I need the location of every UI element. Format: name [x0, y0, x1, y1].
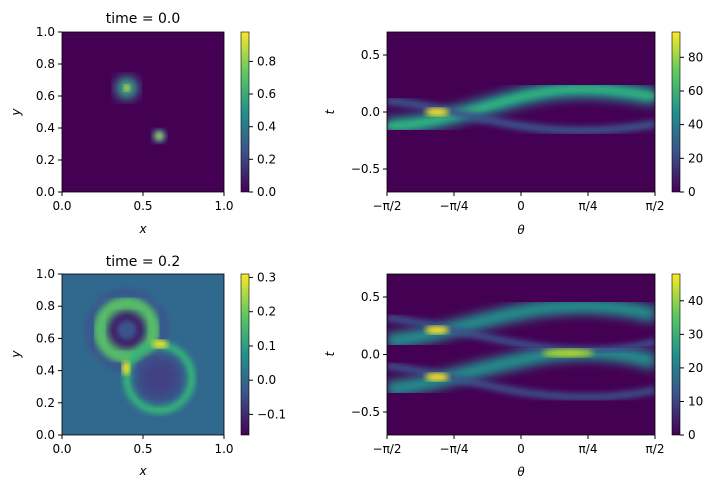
colorbar-tick-label: 40	[688, 294, 703, 308]
band-crossing-hotspot	[425, 373, 449, 381]
y-axis-label: t	[323, 350, 337, 356]
panel-density-t02: time = 0.2 0.0 0.5 1.0	[9, 254, 286, 478]
colorbar-tick-label: 0.3	[257, 270, 276, 284]
colorbar-tick-label: 30	[688, 327, 703, 341]
y-tick-label: −0.5	[351, 405, 380, 419]
x-tick-label: 0	[517, 442, 525, 456]
colorbar: 0 20 40 60 80	[671, 31, 703, 199]
sinusoid-band-narrow-lower	[387, 362, 655, 401]
y-tick-label: 0.0	[361, 348, 380, 362]
x-tick-label: −π/4	[440, 199, 469, 213]
y-tick-label: 0.0	[36, 428, 55, 442]
y-axis-label: y	[9, 108, 23, 117]
x-tick-label: π/2	[646, 442, 665, 456]
blob-peak	[123, 85, 130, 91]
colorbar-tick-label: −0.1	[257, 407, 286, 421]
x-axis: 0.0 0.5 1.0 x	[52, 435, 234, 478]
x-axis: −π/2 −π/4 0 π/4 π/2 θ	[373, 435, 665, 479]
y-tick-label: −0.5	[351, 162, 380, 176]
sinusoid-band-wide-core	[387, 86, 655, 129]
y-tick-label: 1.0	[36, 267, 55, 281]
colorbar-tick-label: 0.2	[257, 305, 276, 319]
x-tick-label: 0.5	[133, 442, 152, 456]
x-axis-label: θ	[517, 223, 525, 237]
colorbar-tick-label: 0	[688, 185, 696, 199]
y-axis: −0.5 0.0 0.5 t	[323, 48, 387, 176]
colorbar-tick-label: 80	[688, 50, 703, 64]
sinusoid-band-wide-upper	[387, 298, 655, 349]
colorbar-tick-label: 0.1	[257, 339, 276, 353]
y-tick-label: 0.8	[36, 57, 55, 71]
ring-overlap-hotspot	[152, 340, 168, 348]
x-tick-label: 1.0	[214, 442, 233, 456]
x-tick-label: −π/4	[440, 442, 469, 456]
colorbar-tick-label: 0	[688, 428, 696, 442]
panel-title: time = 0.2	[106, 254, 181, 270]
colorbar-tick-label: 0.2	[257, 152, 276, 166]
colorbar-tick-label: 0.6	[257, 87, 276, 101]
y-tick-label: 0.5	[361, 48, 380, 62]
y-tick-label: 0.0	[36, 185, 55, 199]
x-tick-label: π/4	[579, 442, 598, 456]
sinusoid-band-wide-lower	[387, 344, 655, 397]
x-tick-label: 0.5	[133, 199, 152, 213]
panel-density-t0: time = 0.0 0.0 0.5 1.0 x	[9, 11, 276, 236]
panel-title: time = 0.0	[106, 11, 181, 27]
band-crossing-hotspot	[542, 349, 594, 357]
panel-sinogram-t0: −π/2 −π/4 0 π/4 π/2 θ −0.5 0.0 0.5 t 0 2…	[323, 31, 703, 237]
y-tick-label: 0.2	[36, 396, 55, 410]
colorbar-tick-label: 0.0	[257, 373, 276, 387]
x-tick-label: −π/2	[373, 199, 402, 213]
heatmap-background	[62, 32, 224, 192]
y-tick-label: 0.0	[361, 105, 380, 119]
x-axis: −π/2 −π/4 0 π/4 π/2 θ	[373, 192, 665, 237]
y-tick-label: 0.6	[36, 331, 55, 345]
y-axis: 0.0 0.2 0.4 0.6 0.8 1.0 y	[9, 25, 62, 199]
y-tick-label: 0.8	[36, 299, 55, 313]
ring-overlap-hotspot	[122, 361, 130, 375]
x-axis: 0.0 0.5 1.0 x	[52, 192, 234, 236]
x-axis-label: x	[138, 464, 147, 478]
y-axis: −0.5 0.0 0.5 t	[323, 290, 387, 419]
y-tick-label: 0.4	[36, 364, 55, 378]
x-tick-label: π/4	[579, 199, 598, 213]
colorbar-tick-label: 20	[688, 151, 703, 165]
colorbar-tick-label: 60	[688, 84, 703, 98]
x-axis-label: x	[138, 222, 147, 236]
colorbar-tick-label: 0.4	[257, 120, 276, 134]
colorbar: −0.1 0.0 0.1 0.2 0.3	[240, 270, 286, 436]
band-crossing-hotspot	[425, 326, 449, 334]
y-tick-label: 1.0	[36, 25, 55, 39]
colorbar: 0 10 20 30 40	[671, 273, 703, 442]
expanding-ring-lower	[123, 342, 196, 414]
y-axis: 0.0 0.2 0.4 0.6 0.8 1.0 y	[9, 267, 62, 442]
x-tick-label: 1.0	[214, 199, 233, 213]
colorbar: 0.0 0.2 0.4 0.6 0.8	[240, 31, 276, 199]
y-axis-label: t	[323, 108, 337, 114]
colorbar-tick-label: 0.8	[257, 54, 276, 68]
x-tick-label: 0.0	[52, 199, 71, 213]
colorbar-tick-label: 10	[688, 395, 703, 409]
y-axis-label: y	[9, 350, 23, 359]
gaussian-blob-small	[152, 129, 167, 143]
x-tick-label: −π/2	[373, 442, 402, 456]
x-tick-label: 0	[517, 199, 525, 213]
colorbar-tick-label: 0.0	[257, 185, 276, 199]
band-crossing-hotspot	[425, 108, 449, 116]
x-tick-label: π/2	[646, 199, 665, 213]
sinusoid-band-narrow-upper	[387, 314, 655, 354]
x-tick-label: 0.0	[52, 442, 71, 456]
y-tick-label: 0.4	[36, 121, 55, 135]
sinusoid-band-narrow	[387, 97, 655, 135]
x-axis-label: θ	[517, 465, 525, 479]
y-tick-label: 0.2	[36, 153, 55, 167]
colorbar-tick-label: 40	[688, 118, 703, 132]
colorbar-tick-label: 20	[688, 361, 703, 375]
panel-sinogram-t02: −π/2 −π/4 0 π/4 π/2 θ −0.5 0.0 0.5 t 0 1…	[323, 273, 703, 479]
y-tick-label: 0.5	[361, 290, 380, 304]
y-tick-label: 0.6	[36, 89, 55, 103]
